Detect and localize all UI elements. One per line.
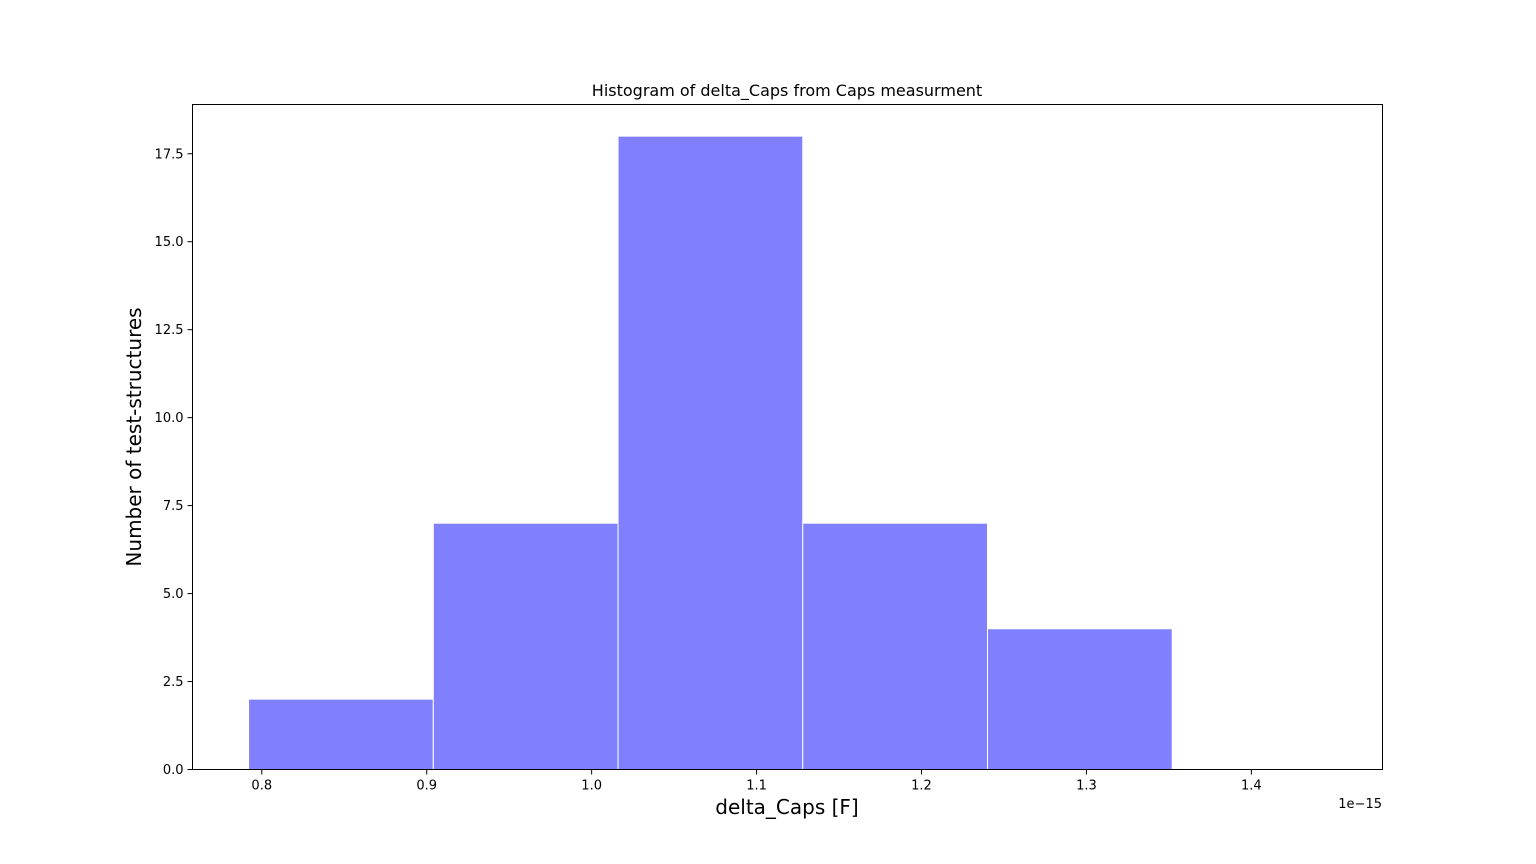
plot-frame: [192, 104, 1383, 770]
histogram-bar-1: [248, 698, 434, 771]
y-tick-label: 5.0: [163, 587, 184, 602]
y-tick-label: 7.5: [163, 499, 184, 514]
y-axis-ticks: 0.0 2.5 5.0 7.5 10.0 12.5 15.0 17.5: [155, 147, 193, 778]
x-tick-label: 0.8: [251, 779, 272, 794]
x-axis-ticks: 0.8 0.9 1.0 1.1 1.2 1.3 1.4: [251, 769, 1262, 794]
x-tick-label: 1.1: [746, 779, 767, 794]
y-tick-label: 10.0: [155, 411, 184, 426]
x-tick-label: 1.2: [911, 779, 932, 794]
histogram-bar-5: [986, 628, 1173, 771]
histogram-bar-4: [802, 522, 988, 770]
x-tick-label: 1.3: [1076, 779, 1097, 794]
chart-title: Histogram of delta_Caps from Caps measur…: [592, 81, 982, 101]
histogram-bar-3: [617, 135, 804, 770]
y-tick-label: 17.5: [155, 147, 184, 162]
y-tick-label: 2.5: [163, 675, 184, 690]
y-axis-label: Number of test-structures: [122, 307, 146, 566]
y-tick-label: 15.0: [155, 235, 184, 250]
x-tick-label: 0.9: [416, 779, 437, 794]
y-tick-label: 12.5: [155, 323, 184, 338]
x-tick-label: 1.4: [1241, 779, 1262, 794]
x-axis-label: delta_Caps [F]: [715, 795, 858, 819]
x-tick-label: 1.0: [581, 779, 602, 794]
bars-group: [248, 135, 1173, 771]
y-tick-label: 0.0: [163, 763, 184, 778]
histogram-bar-2: [432, 522, 619, 770]
x-axis-offset-label: 1e−15: [1338, 797, 1382, 812]
